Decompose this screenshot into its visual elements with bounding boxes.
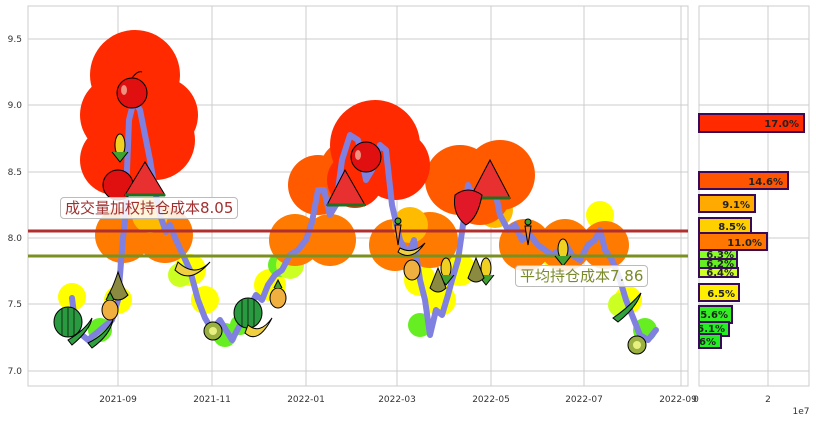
banana-icon — [174, 261, 211, 277]
pineapple-icon — [101, 290, 119, 321]
watermelon-icon — [53, 306, 83, 338]
svg-text:7.5: 7.5 — [8, 300, 22, 310]
svg-text:5.1%: 5.1% — [697, 324, 725, 335]
watermelon-icon — [326, 168, 366, 207]
distribution-bars — [698, 113, 805, 349]
peapod-icon — [67, 317, 93, 346]
svg-text:8.5%: 8.5% — [718, 222, 746, 233]
peapod-icon — [612, 292, 642, 323]
watermelon-icon — [124, 161, 166, 197]
kiwi-icon — [203, 321, 223, 341]
price-line — [69, 97, 659, 343]
apple-icon — [116, 71, 148, 109]
carrot-icon — [394, 217, 402, 246]
pear-icon — [467, 256, 485, 283]
corn-icon — [554, 238, 572, 267]
average-cost-annotation: 平均持仓成本7.86 — [515, 265, 649, 287]
corn-icon — [111, 133, 129, 163]
watermelon-icon — [233, 297, 263, 329]
strawberry-icon — [454, 189, 483, 226]
svg-text:6.5%: 6.5% — [707, 289, 735, 300]
corn-icon — [477, 257, 495, 286]
svg-text:14.6%: 14.6% — [748, 177, 783, 188]
svg-text:2022-05: 2022-05 — [472, 395, 510, 405]
banana-icon — [397, 242, 426, 256]
svg-text:6.4%: 6.4% — [706, 268, 734, 279]
weighted-cost-annotation: 成交量加权持仓成本8.05 — [60, 197, 239, 219]
svg-text:2022-07: 2022-07 — [565, 395, 603, 405]
svg-text:1e7: 1e7 — [793, 407, 810, 417]
distribution-x-labels: 0 2 1e7 — [693, 395, 809, 417]
pear-icon — [107, 270, 129, 301]
apple-icon — [350, 141, 382, 173]
svg-text:2022-01: 2022-01 — [287, 395, 325, 405]
svg-text:9.1%: 9.1% — [722, 200, 750, 211]
carrot-icon — [524, 218, 532, 246]
y-axis-labels: 9.5 9.0 8.5 8.0 7.5 7.0 — [8, 35, 23, 377]
svg-text:5.6%: 5.6% — [700, 310, 728, 321]
svg-text:11.0%: 11.0% — [727, 238, 762, 249]
svg-text:2022-09: 2022-09 — [659, 395, 697, 405]
svg-text:6%: 6% — [699, 337, 716, 348]
svg-text:0: 0 — [693, 395, 699, 405]
pineapple-icon — [403, 259, 421, 281]
distribution-panel: 17.0% 14.6% 9.1% 8.5% 11.0% 6.3% 6.2% 6.… — [693, 5, 810, 417]
svg-text:9.5: 9.5 — [8, 35, 22, 45]
pineapple-icon — [269, 278, 287, 309]
pear-icon — [429, 266, 447, 293]
banana-icon — [244, 317, 273, 338]
svg-text:8.0: 8.0 — [8, 234, 23, 244]
svg-text:17.0%: 17.0% — [764, 119, 799, 130]
peapod-icon — [87, 319, 114, 349]
fruit-glyphs — [53, 71, 647, 355]
svg-text:6.3%: 6.3% — [706, 250, 734, 261]
svg-text:8.5: 8.5 — [8, 168, 22, 178]
distribution-bar-labels: 17.0% 14.6% 9.1% 8.5% 11.0% 6.3% 6.2% 6.… — [697, 119, 799, 348]
x-axis-labels: 2021-09 2021-11 2022-01 2022-03 2022-05 … — [99, 395, 697, 405]
svg-text:7.0: 7.0 — [8, 367, 23, 377]
main-plot: 9.5 9.0 8.5 8.0 7.5 7.0 2021-09 2021-11 … — [8, 5, 697, 405]
svg-text:2021-11: 2021-11 — [193, 395, 231, 405]
svg-text:2: 2 — [765, 395, 771, 405]
svg-text:2021-09: 2021-09 — [99, 395, 137, 405]
svg-text:2022-03: 2022-03 — [378, 395, 416, 405]
svg-text:9.0: 9.0 — [8, 101, 23, 111]
svg-text:6.2%: 6.2% — [706, 259, 734, 270]
kiwi-icon — [627, 335, 647, 355]
